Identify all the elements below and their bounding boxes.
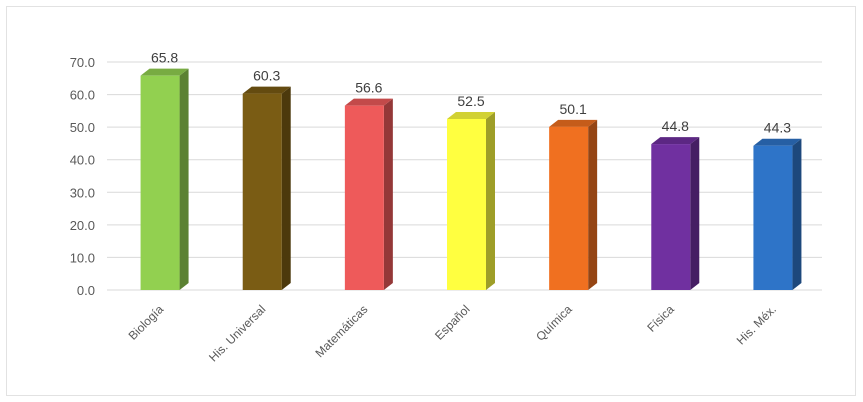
data-label: 60.3 <box>253 68 280 84</box>
y-tick-label: 0.0 <box>77 283 95 298</box>
data-label: 52.5 <box>457 93 484 109</box>
bar-chart: 0.0 10.0 20.0 30.0 40.0 50.0 60.0 70.0 65.8 60.3… <box>70 50 822 364</box>
y-tick-label: 40.0 <box>70 153 95 168</box>
y-tick-label: 70.0 <box>70 55 95 70</box>
data-labels: 65.8 60.3 56.6 52.5 50.1 44.8 44.3 <box>151 50 791 136</box>
data-label: 44.8 <box>662 118 689 134</box>
data-label: 65.8 <box>151 50 178 66</box>
bar-biología <box>140 68 189 291</box>
data-label: 50.1 <box>560 101 587 117</box>
category-label: Matemáticas <box>312 302 370 360</box>
bar-física <box>651 137 700 290</box>
category-label: Español <box>432 302 473 343</box>
data-label: 44.3 <box>764 120 791 136</box>
bar-español <box>447 112 495 290</box>
category-label: Biología <box>126 302 167 343</box>
bar-his-méx- <box>753 138 802 290</box>
y-tick-label: 50.0 <box>70 120 95 135</box>
category-label: Química <box>533 302 575 344</box>
y-axis-ticks: 0.0 10.0 20.0 30.0 40.0 50.0 60.0 70.0 <box>70 55 95 298</box>
y-tick-label: 30.0 <box>70 185 95 200</box>
y-tick-label: 60.0 <box>70 88 95 103</box>
bar-química <box>549 119 598 291</box>
bars <box>140 68 802 291</box>
y-tick-label: 10.0 <box>70 250 95 265</box>
category-labels: Biología His. Universal Matemáticas Español… <box>126 302 779 364</box>
category-label: Física <box>644 302 677 335</box>
chart-frame: 0.0 10.0 20.0 30.0 40.0 50.0 60.0 70.0 65.8 60.3… <box>6 6 856 396</box>
bar-his-universal <box>242 86 291 290</box>
y-tick-label: 20.0 <box>70 218 95 233</box>
category-label: His. Méx. <box>734 302 779 347</box>
data-label: 56.6 <box>355 80 382 96</box>
category-label: His. Universal <box>206 302 268 364</box>
bar-matemáticas <box>344 98 393 290</box>
